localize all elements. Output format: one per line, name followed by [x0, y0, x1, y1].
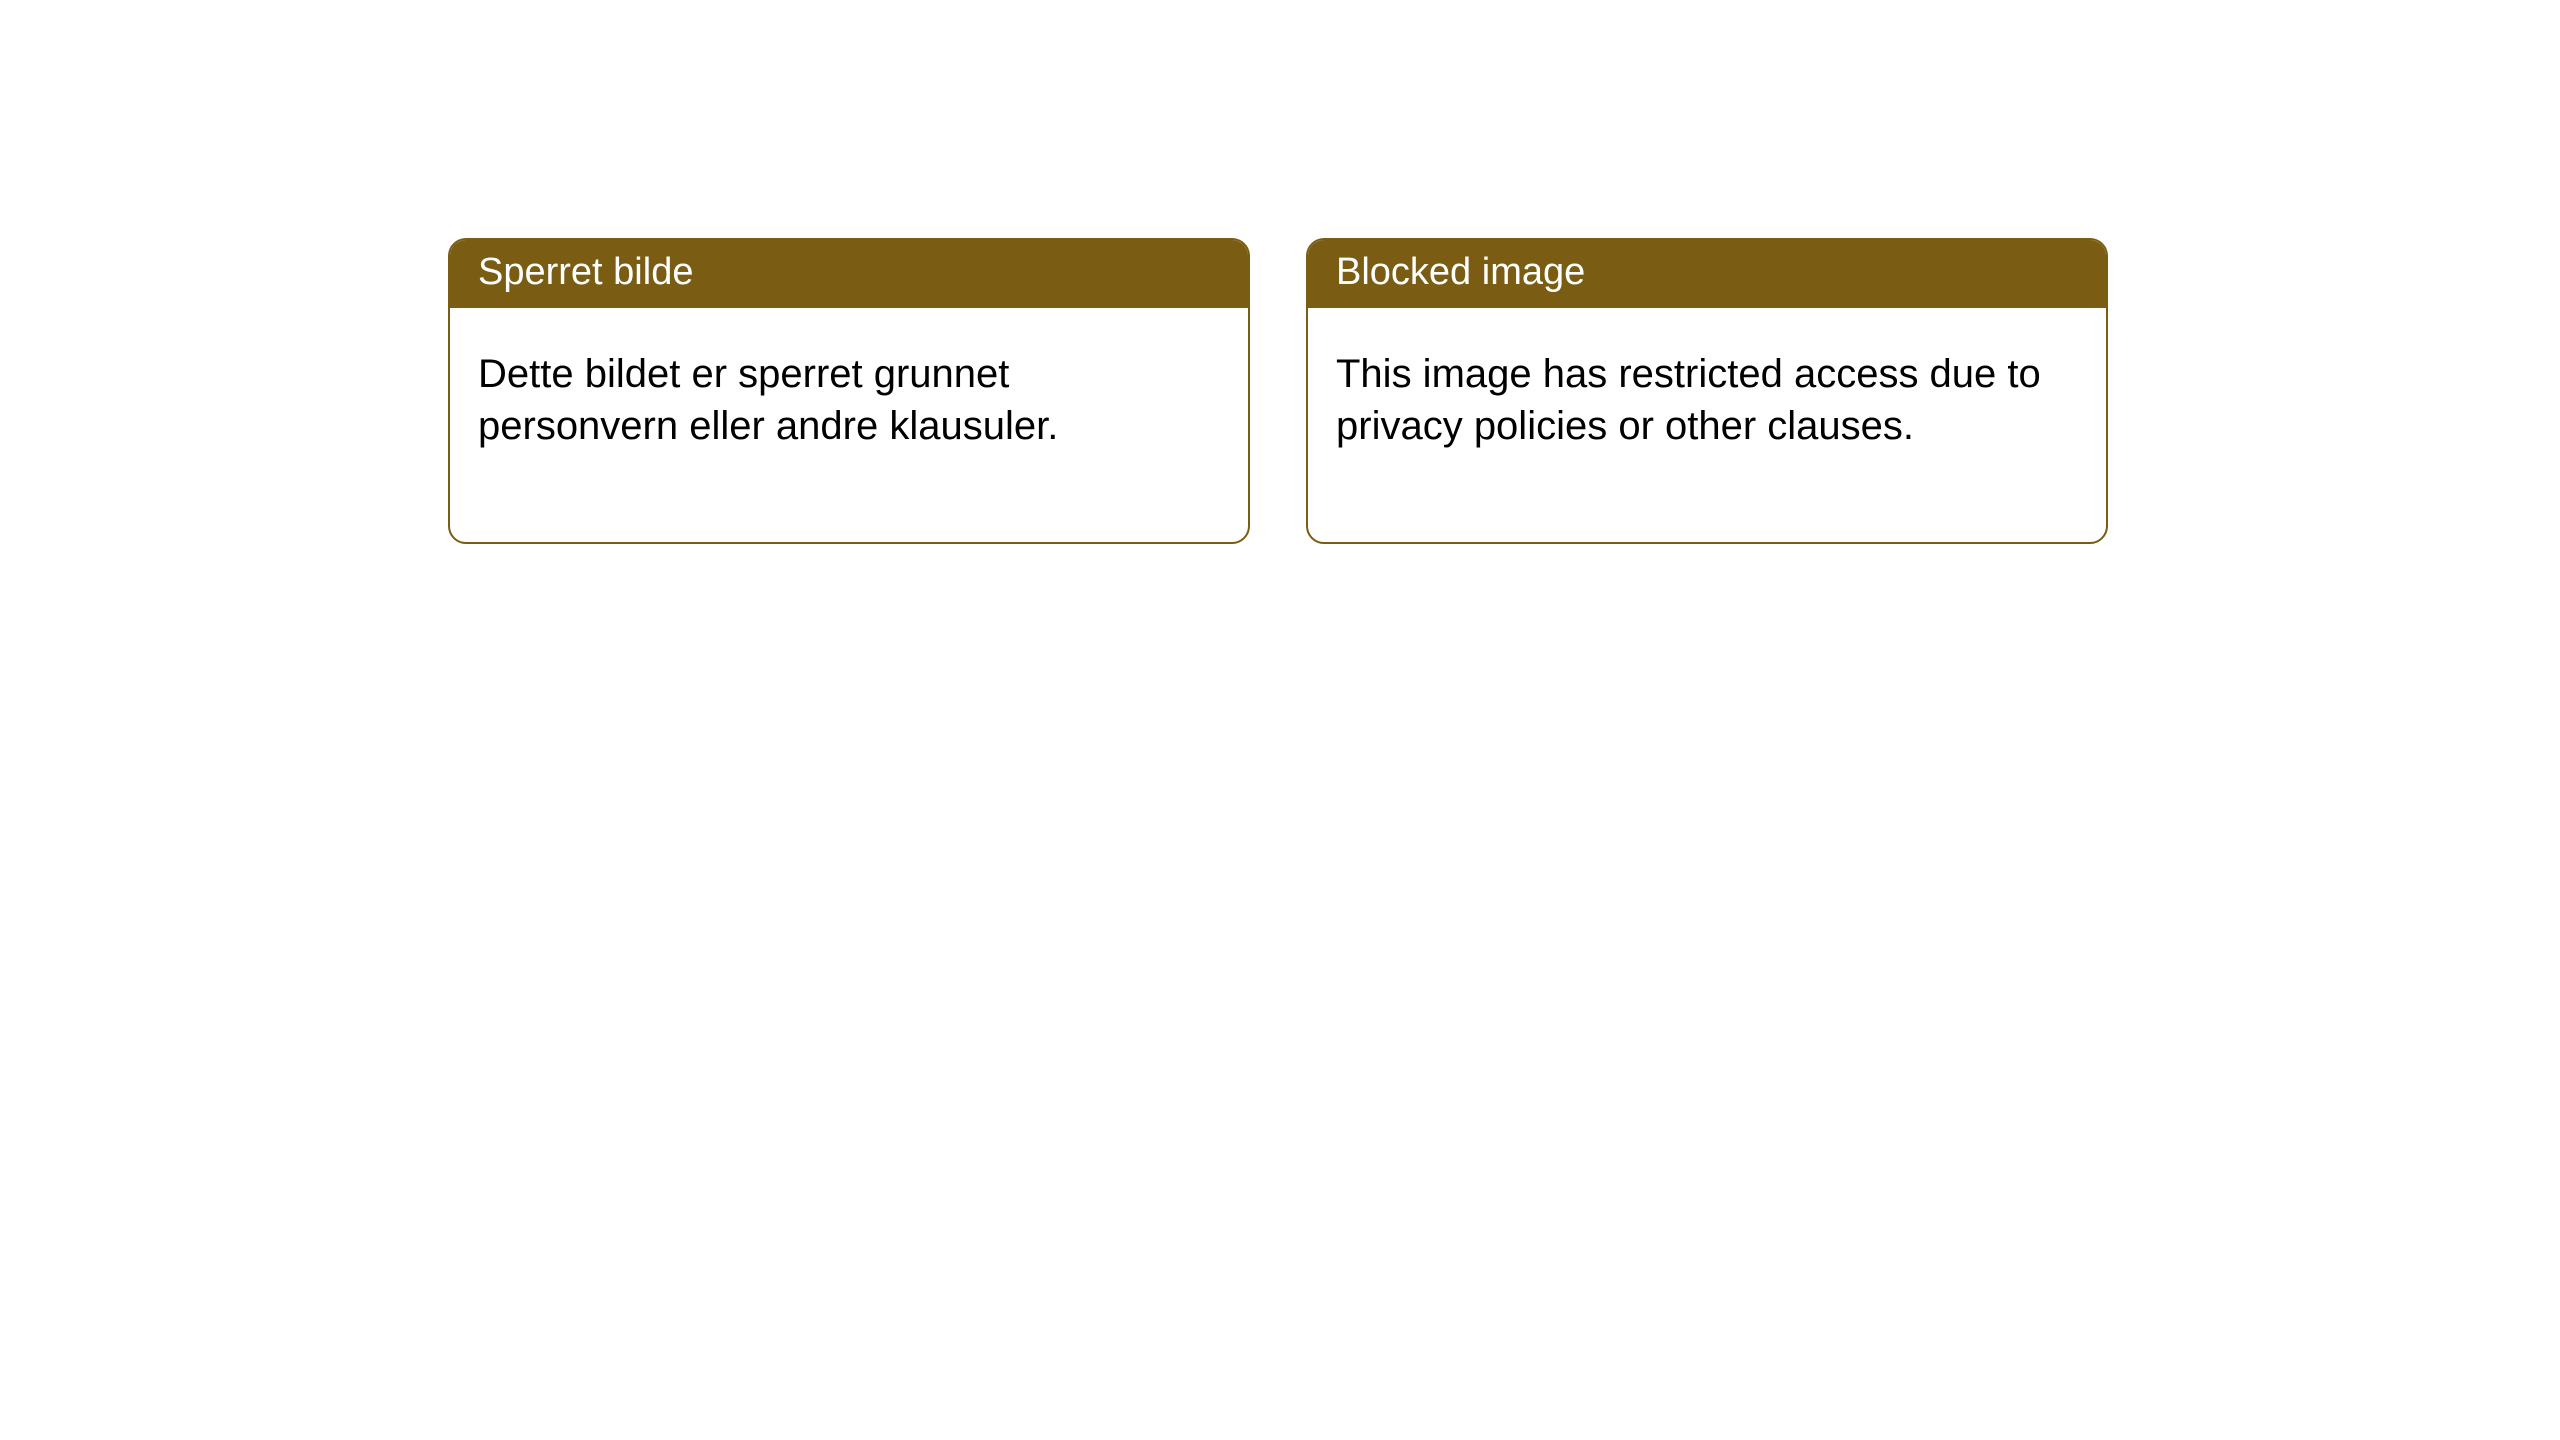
notice-container: Sperret bilde Dette bildet er sperret gr…: [0, 0, 2560, 544]
notice-body: Dette bildet er sperret grunnet personve…: [450, 308, 1248, 542]
notice-title: Sperret bilde: [450, 240, 1248, 308]
notice-card-norwegian: Sperret bilde Dette bildet er sperret gr…: [448, 238, 1250, 544]
notice-title: Blocked image: [1308, 240, 2106, 308]
notice-body: This image has restricted access due to …: [1308, 308, 2106, 542]
notice-card-english: Blocked image This image has restricted …: [1306, 238, 2108, 544]
